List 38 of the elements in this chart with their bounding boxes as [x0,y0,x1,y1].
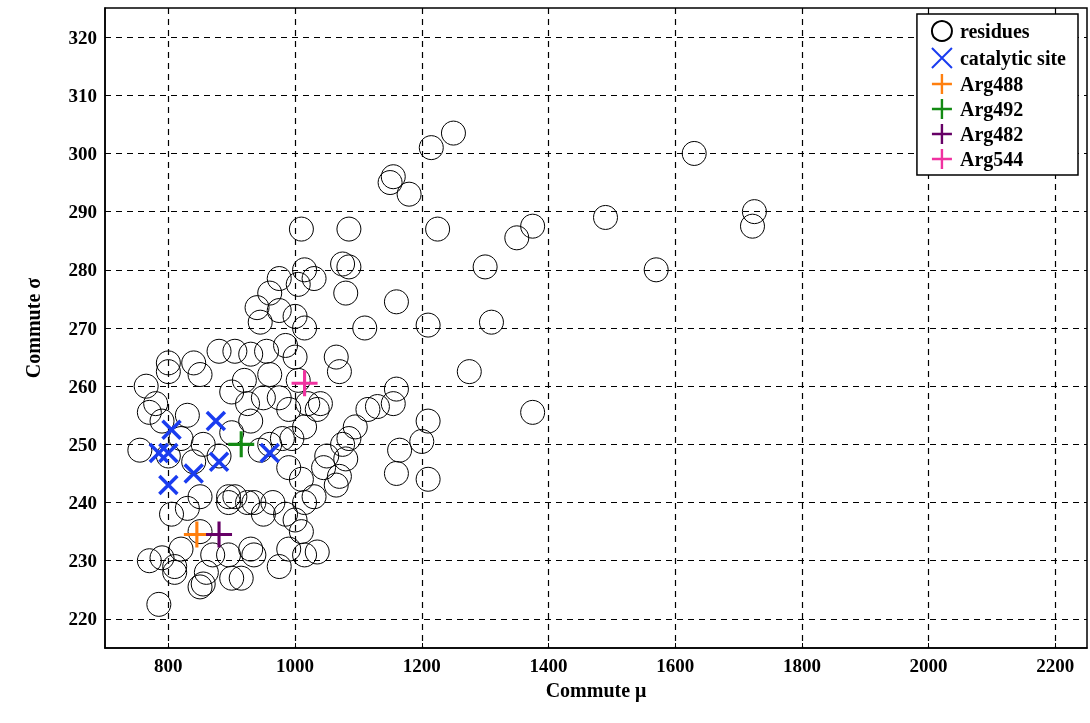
y-tick-label: 220 [68,608,97,630]
legend-label: Arg544 [959,148,1024,171]
x-tick-label: 800 [154,655,183,676]
point [148,442,170,464]
point [182,462,205,485]
y-tick-label: 310 [68,84,97,106]
x-tick-label: 1000 [276,655,315,676]
x-tick-label: 1200 [402,655,441,676]
y-axis-title: Commute σ [22,277,44,379]
point [206,521,233,548]
x-tick-label: 1600 [656,655,695,676]
legend-label: Arg488 [959,73,1024,96]
point [208,451,230,473]
legend-label: residues [959,20,1030,42]
x-axis-title: Commute μ [545,679,648,702]
point [157,474,180,496]
y-tick-label: 250 [68,433,97,455]
point [205,410,227,432]
y-tick-label: 290 [68,201,97,223]
y-tick-label: 270 [68,317,97,339]
y-tick-label: 300 [68,142,97,164]
y-tick-label: 280 [68,259,97,281]
legend-label: catalytic site [959,47,1067,70]
point [258,442,281,464]
legend-label: Arg482 [959,123,1024,146]
y-tick-label: 230 [68,550,97,572]
y-tick-label: 260 [68,375,97,397]
point [228,431,255,458]
legend-label: Arg492 [959,98,1024,121]
point [157,442,180,464]
x-tick-label: 1800 [782,655,821,676]
point [160,419,183,441]
x-tick-label: 1400 [529,655,568,676]
point [291,370,318,397]
y-tick-label: 320 [68,26,97,48]
y-tick-label: 240 [68,492,97,514]
x-tick-label: 2000 [909,655,948,676]
x-tick-label: 2200 [1036,655,1075,676]
